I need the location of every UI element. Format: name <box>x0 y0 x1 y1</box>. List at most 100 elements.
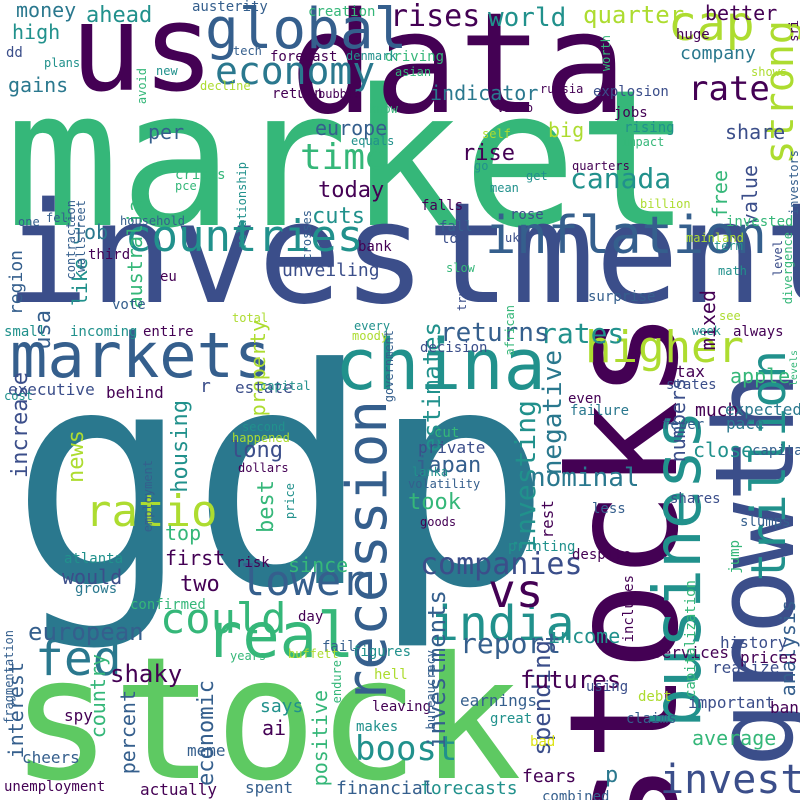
word-debt: debt <box>638 689 672 705</box>
word-slow: slow <box>446 261 475 275</box>
word-even: even <box>568 391 602 407</box>
word-video: video <box>497 101 534 115</box>
word-stock: stock <box>10 621 522 800</box>
word-pce: pce <box>175 179 197 193</box>
word-financial: financial <box>336 778 434 799</box>
word-jump: jump <box>727 540 743 574</box>
word-better: better <box>705 1 778 25</box>
word-crisis: crisis <box>175 167 226 183</box>
word-self: self <box>482 127 511 141</box>
word-housing: housing <box>168 400 193 493</box>
word-shows: shows <box>751 65 788 79</box>
word-would: would <box>62 565 123 589</box>
word-goods: goods <box>420 515 457 529</box>
word-market: market <box>5 49 692 270</box>
word-asian: asian <box>395 65 432 79</box>
word-pace: pace <box>726 414 765 433</box>
word-first: first <box>165 546 226 570</box>
word-fell: fell <box>46 211 75 225</box>
word-quarters: quarters <box>572 159 630 173</box>
word-boost: boost <box>355 729 458 769</box>
word-relationship: relationship <box>235 162 249 249</box>
word-fail: fail <box>322 639 356 655</box>
word-confirmed: confirmed <box>130 597 206 613</box>
word-forecasts: forecasts <box>420 778 518 799</box>
word-today: today <box>318 178 385 203</box>
word-property: property <box>246 320 270 417</box>
word-atlanta: atlanta <box>64 551 124 567</box>
word-grows: grows <box>75 581 118 597</box>
word-much: much <box>695 400 739 421</box>
word-bubble: bubble <box>318 87 362 101</box>
word-real: real <box>205 599 355 672</box>
word-slumps: slumps <box>740 514 791 530</box>
word-hell: hell <box>374 667 408 683</box>
word-rest: rest <box>538 500 557 539</box>
word-includes: includes <box>621 575 637 643</box>
word-says: says <box>260 696 304 717</box>
word-gains: gains <box>8 73 69 97</box>
word-price: price <box>283 483 297 520</box>
word-always: always <box>733 324 784 340</box>
word-investment: investment <box>5 173 800 336</box>
word-companies: companies <box>420 547 583 582</box>
word-apple: apple <box>730 364 791 388</box>
word-rise: rise <box>462 141 515 166</box>
word-huge: huge <box>676 27 710 43</box>
word-cut: cut <box>434 425 460 441</box>
word-low: low <box>441 231 467 247</box>
word-capita: capita <box>752 443 800 459</box>
word-day: day <box>298 609 324 625</box>
word-happened: happened <box>232 431 290 445</box>
word-leaving: leaving <box>372 699 432 715</box>
word-second: second <box>242 420 286 434</box>
word-tax: tax <box>676 362 705 381</box>
word-math: math <box>718 264 747 278</box>
word-expected: expected <box>725 400 800 419</box>
word-see: see <box>719 309 741 323</box>
word-indicator: indicator <box>430 81 539 105</box>
word-long: long <box>230 438 283 463</box>
word-mainland: mainland <box>686 231 744 245</box>
word-earnings: earnings <box>460 691 538 710</box>
word-lanka: lanka <box>412 465 449 479</box>
word-failure: failure <box>570 403 630 419</box>
word-capitalization: capitalization <box>683 580 699 699</box>
word-unveiling: unveiling <box>282 260 380 281</box>
word-years: years <box>230 649 267 663</box>
word-risk: risk <box>236 555 270 571</box>
word-rises: rises <box>390 0 481 34</box>
word-ratio: ratio <box>85 486 218 537</box>
word-impact: impact <box>621 135 665 149</box>
word-futures: futures <box>520 666 622 694</box>
word-states: states <box>666 377 717 393</box>
word-europe: europe <box>315 116 388 140</box>
word-less: less <box>592 501 626 517</box>
word-vs: vs <box>488 564 544 618</box>
word-us: us <box>70 0 215 119</box>
word-shaky: shaky <box>110 660 183 688</box>
word-fall: fall <box>439 219 473 235</box>
word-history: history <box>720 633 788 652</box>
word-cheers: cheers <box>22 748 80 767</box>
word-global: global <box>205 0 408 62</box>
word-japan: japan <box>415 453 482 478</box>
word-company: company <box>680 43 756 64</box>
word-close: close <box>693 438 754 462</box>
word-get: get <box>526 169 548 183</box>
word-estate: estate <box>235 378 293 397</box>
word-took: took <box>408 490 461 515</box>
word-jobs: jobs <box>614 105 648 121</box>
word-bureaucracy: bureaucracy <box>424 650 438 730</box>
word-two: two <box>180 572 220 597</box>
word-fears: fears <box>522 766 577 787</box>
word-driving: driving <box>385 49 445 65</box>
word-economy: economy <box>215 49 376 93</box>
word-russia: russia <box>540 82 584 96</box>
word-decision: decision <box>420 340 488 356</box>
word-prices: prices <box>740 648 798 667</box>
word-incoming: incoming <box>70 324 138 340</box>
word-one: one <box>18 215 40 229</box>
word-since: since <box>288 553 349 577</box>
word-quarter: quarter <box>583 1 685 29</box>
